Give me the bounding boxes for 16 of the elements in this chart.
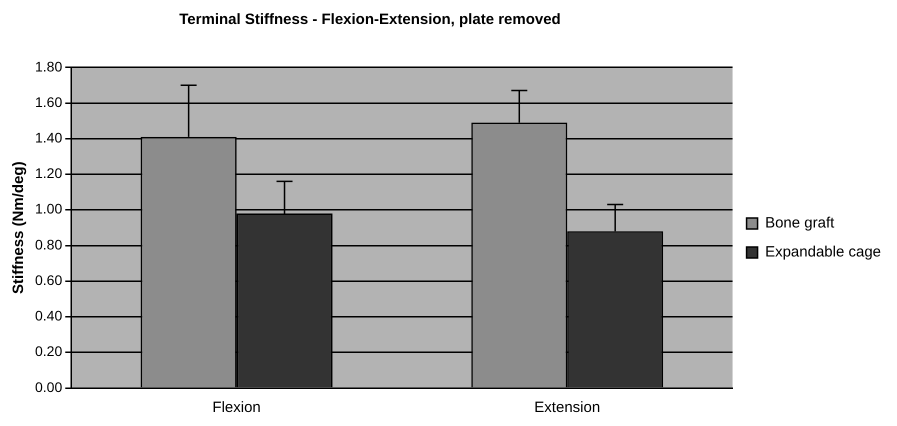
x-tick-label: Flexion bbox=[212, 399, 261, 416]
y-tick-label: 0.40 bbox=[35, 308, 62, 324]
y-tick-label: 0.00 bbox=[35, 378, 62, 395]
x-tick-label: Extension bbox=[534, 399, 600, 416]
legend-label: Expandable cage bbox=[765, 244, 882, 261]
chart-title: Terminal Stiffness - Flexion-Extension, plate removed bbox=[178, 10, 562, 30]
y-tick-label: 0.20 bbox=[35, 343, 62, 360]
y-tick-label: 1.60 bbox=[35, 94, 62, 110]
y-tick-label: 1.20 bbox=[35, 165, 62, 182]
y-tick-label: 1.80 bbox=[35, 58, 62, 74]
y-tick-label: 1.40 bbox=[35, 130, 62, 146]
y-tick-label: 0.80 bbox=[35, 236, 62, 252]
y-tick-label: 0.60 bbox=[35, 272, 62, 288]
legend-label: Bone graft bbox=[765, 214, 836, 232]
y-axis-title: Stiffness (Nm/deg) bbox=[10, 161, 28, 294]
y-tick-label: 1.00 bbox=[35, 200, 62, 217]
